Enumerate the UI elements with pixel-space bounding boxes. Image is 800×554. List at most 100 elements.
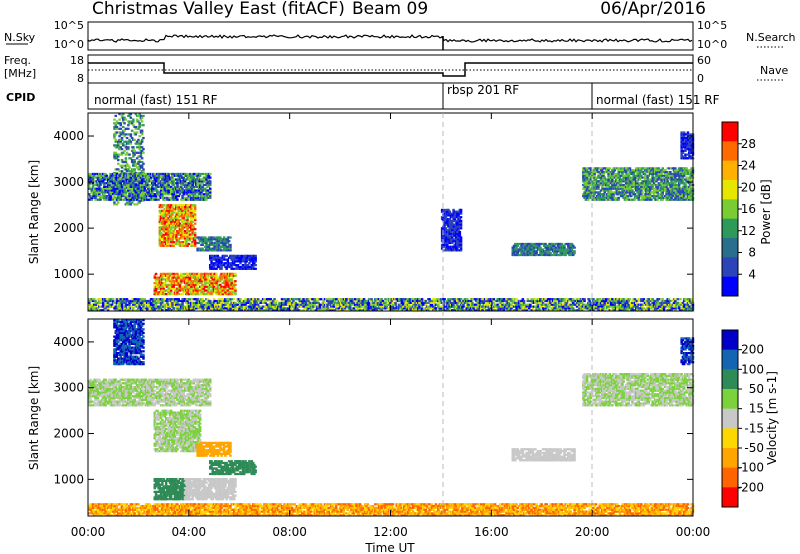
heatmap-cell — [109, 180, 112, 183]
heatmap-cell — [133, 168, 136, 171]
heatmap-cell — [94, 299, 97, 303]
heatmap-cell — [111, 174, 115, 177]
heatmap-cell — [113, 155, 116, 158]
heatmap-cell — [138, 135, 141, 138]
heatmap-cell — [119, 189, 122, 192]
heatmap-cell — [117, 196, 120, 199]
heatmap-cell — [171, 178, 174, 181]
heatmap-cell — [91, 180, 95, 183]
heatmap-cell — [98, 174, 101, 177]
heatmap-cell — [117, 180, 120, 183]
heatmap-cell — [109, 182, 112, 185]
heatmap-cell — [129, 172, 133, 176]
heatmap-cell — [163, 239, 167, 242]
heatmap-cell — [210, 289, 213, 292]
heatmap-cell — [171, 176, 174, 179]
heatmap-cell — [135, 180, 139, 183]
heatmap-cell — [154, 189, 158, 192]
heatmap-cell — [148, 178, 151, 181]
heatmap-cell — [127, 140, 130, 143]
nsearch-tick-top: 10^5 — [697, 19, 727, 32]
heatmap-cell — [113, 191, 116, 194]
date-label: 06/Apr/2016 — [600, 0, 706, 19]
heatmap-cell — [205, 193, 208, 196]
heatmap-cell — [220, 265, 223, 269]
heatmap-cell — [176, 198, 179, 201]
heatmap-cell — [140, 124, 144, 127]
heatmap-cell — [182, 272, 185, 275]
heatmap-cell — [238, 254, 241, 257]
heatmap-cell — [88, 185, 91, 188]
heatmap-cell — [105, 195, 109, 198]
heatmap-cell — [144, 178, 148, 181]
heatmap-cell — [288, 301, 291, 304]
heatmap-cell — [510, 305, 513, 308]
heatmap-cell — [142, 195, 145, 198]
heatmap-cell — [118, 153, 121, 156]
heatmap-cell — [140, 196, 144, 199]
heatmap-cell — [182, 172, 185, 176]
heatmap-cell — [96, 176, 100, 179]
heatmap-cell — [132, 178, 135, 181]
heatmap-cell — [153, 182, 156, 185]
heatmap-cell — [138, 144, 141, 147]
heatmap-cell — [104, 185, 107, 188]
heatmap-cell — [166, 172, 169, 176]
heatmap-cell — [424, 299, 427, 303]
heatmap-cell — [135, 172, 139, 176]
heatmap-cell — [133, 131, 136, 134]
heatmap-cell — [195, 180, 198, 183]
heatmap-cell — [198, 187, 202, 190]
heatmap-cell — [188, 276, 192, 279]
heatmap-cell — [172, 276, 175, 279]
heatmap-cell — [139, 195, 143, 198]
heatmap-cell — [88, 176, 91, 179]
heatmap-cell — [161, 242, 164, 246]
heatmap-cell — [113, 127, 116, 130]
heatmap-cell — [137, 185, 140, 188]
heatmap-cell — [161, 206, 164, 209]
heatmap-cell — [248, 262, 251, 265]
heatmap-cell — [178, 178, 182, 181]
heatmap-cell — [135, 151, 139, 154]
heatmap-cell — [175, 235, 178, 238]
heatmap-cell — [115, 182, 119, 185]
heatmap-cell — [173, 195, 177, 198]
heatmap-cell — [106, 198, 110, 201]
heatmap-cell — [186, 189, 189, 192]
heatmap-cell — [226, 298, 230, 301]
heatmap-cell — [167, 182, 170, 185]
heatmap-cell — [117, 198, 120, 201]
heatmap-cell — [103, 189, 106, 192]
heatmap-cell — [89, 187, 92, 190]
heatmap-cell — [173, 198, 177, 201]
heatmap-cell — [360, 305, 363, 308]
heatmap-cell — [172, 193, 175, 196]
heatmap-cell — [133, 153, 136, 156]
heatmap-cell — [134, 185, 138, 188]
heatmap-cell — [187, 189, 191, 192]
heatmap-cell — [138, 199, 141, 202]
heatmap-cell — [106, 183, 110, 187]
heatmap-cell — [185, 239, 188, 242]
heatmap-cell — [134, 191, 138, 194]
heatmap-cell — [201, 195, 204, 198]
heatmap-cell — [137, 127, 140, 130]
heatmap-cell — [137, 187, 140, 190]
heatmap-cell — [115, 180, 119, 183]
heatmap-cell — [205, 182, 208, 185]
heatmap-cell — [129, 198, 133, 201]
heatmap-cell — [106, 176, 110, 179]
heatmap-cell — [176, 183, 179, 187]
nave-tick-bottom: 0 — [697, 72, 704, 85]
heatmap-cell — [186, 185, 189, 188]
heatmap-cell — [103, 183, 106, 187]
heatmap-cell — [129, 196, 133, 199]
heatmap-cell — [153, 193, 156, 196]
heatmap-cell — [188, 298, 192, 301]
heatmap-cell — [188, 176, 192, 179]
heatmap-cell — [164, 231, 168, 234]
heatmap-cell — [175, 196, 178, 199]
heatmap-cell — [191, 189, 194, 192]
heatmap-cell — [158, 241, 162, 244]
